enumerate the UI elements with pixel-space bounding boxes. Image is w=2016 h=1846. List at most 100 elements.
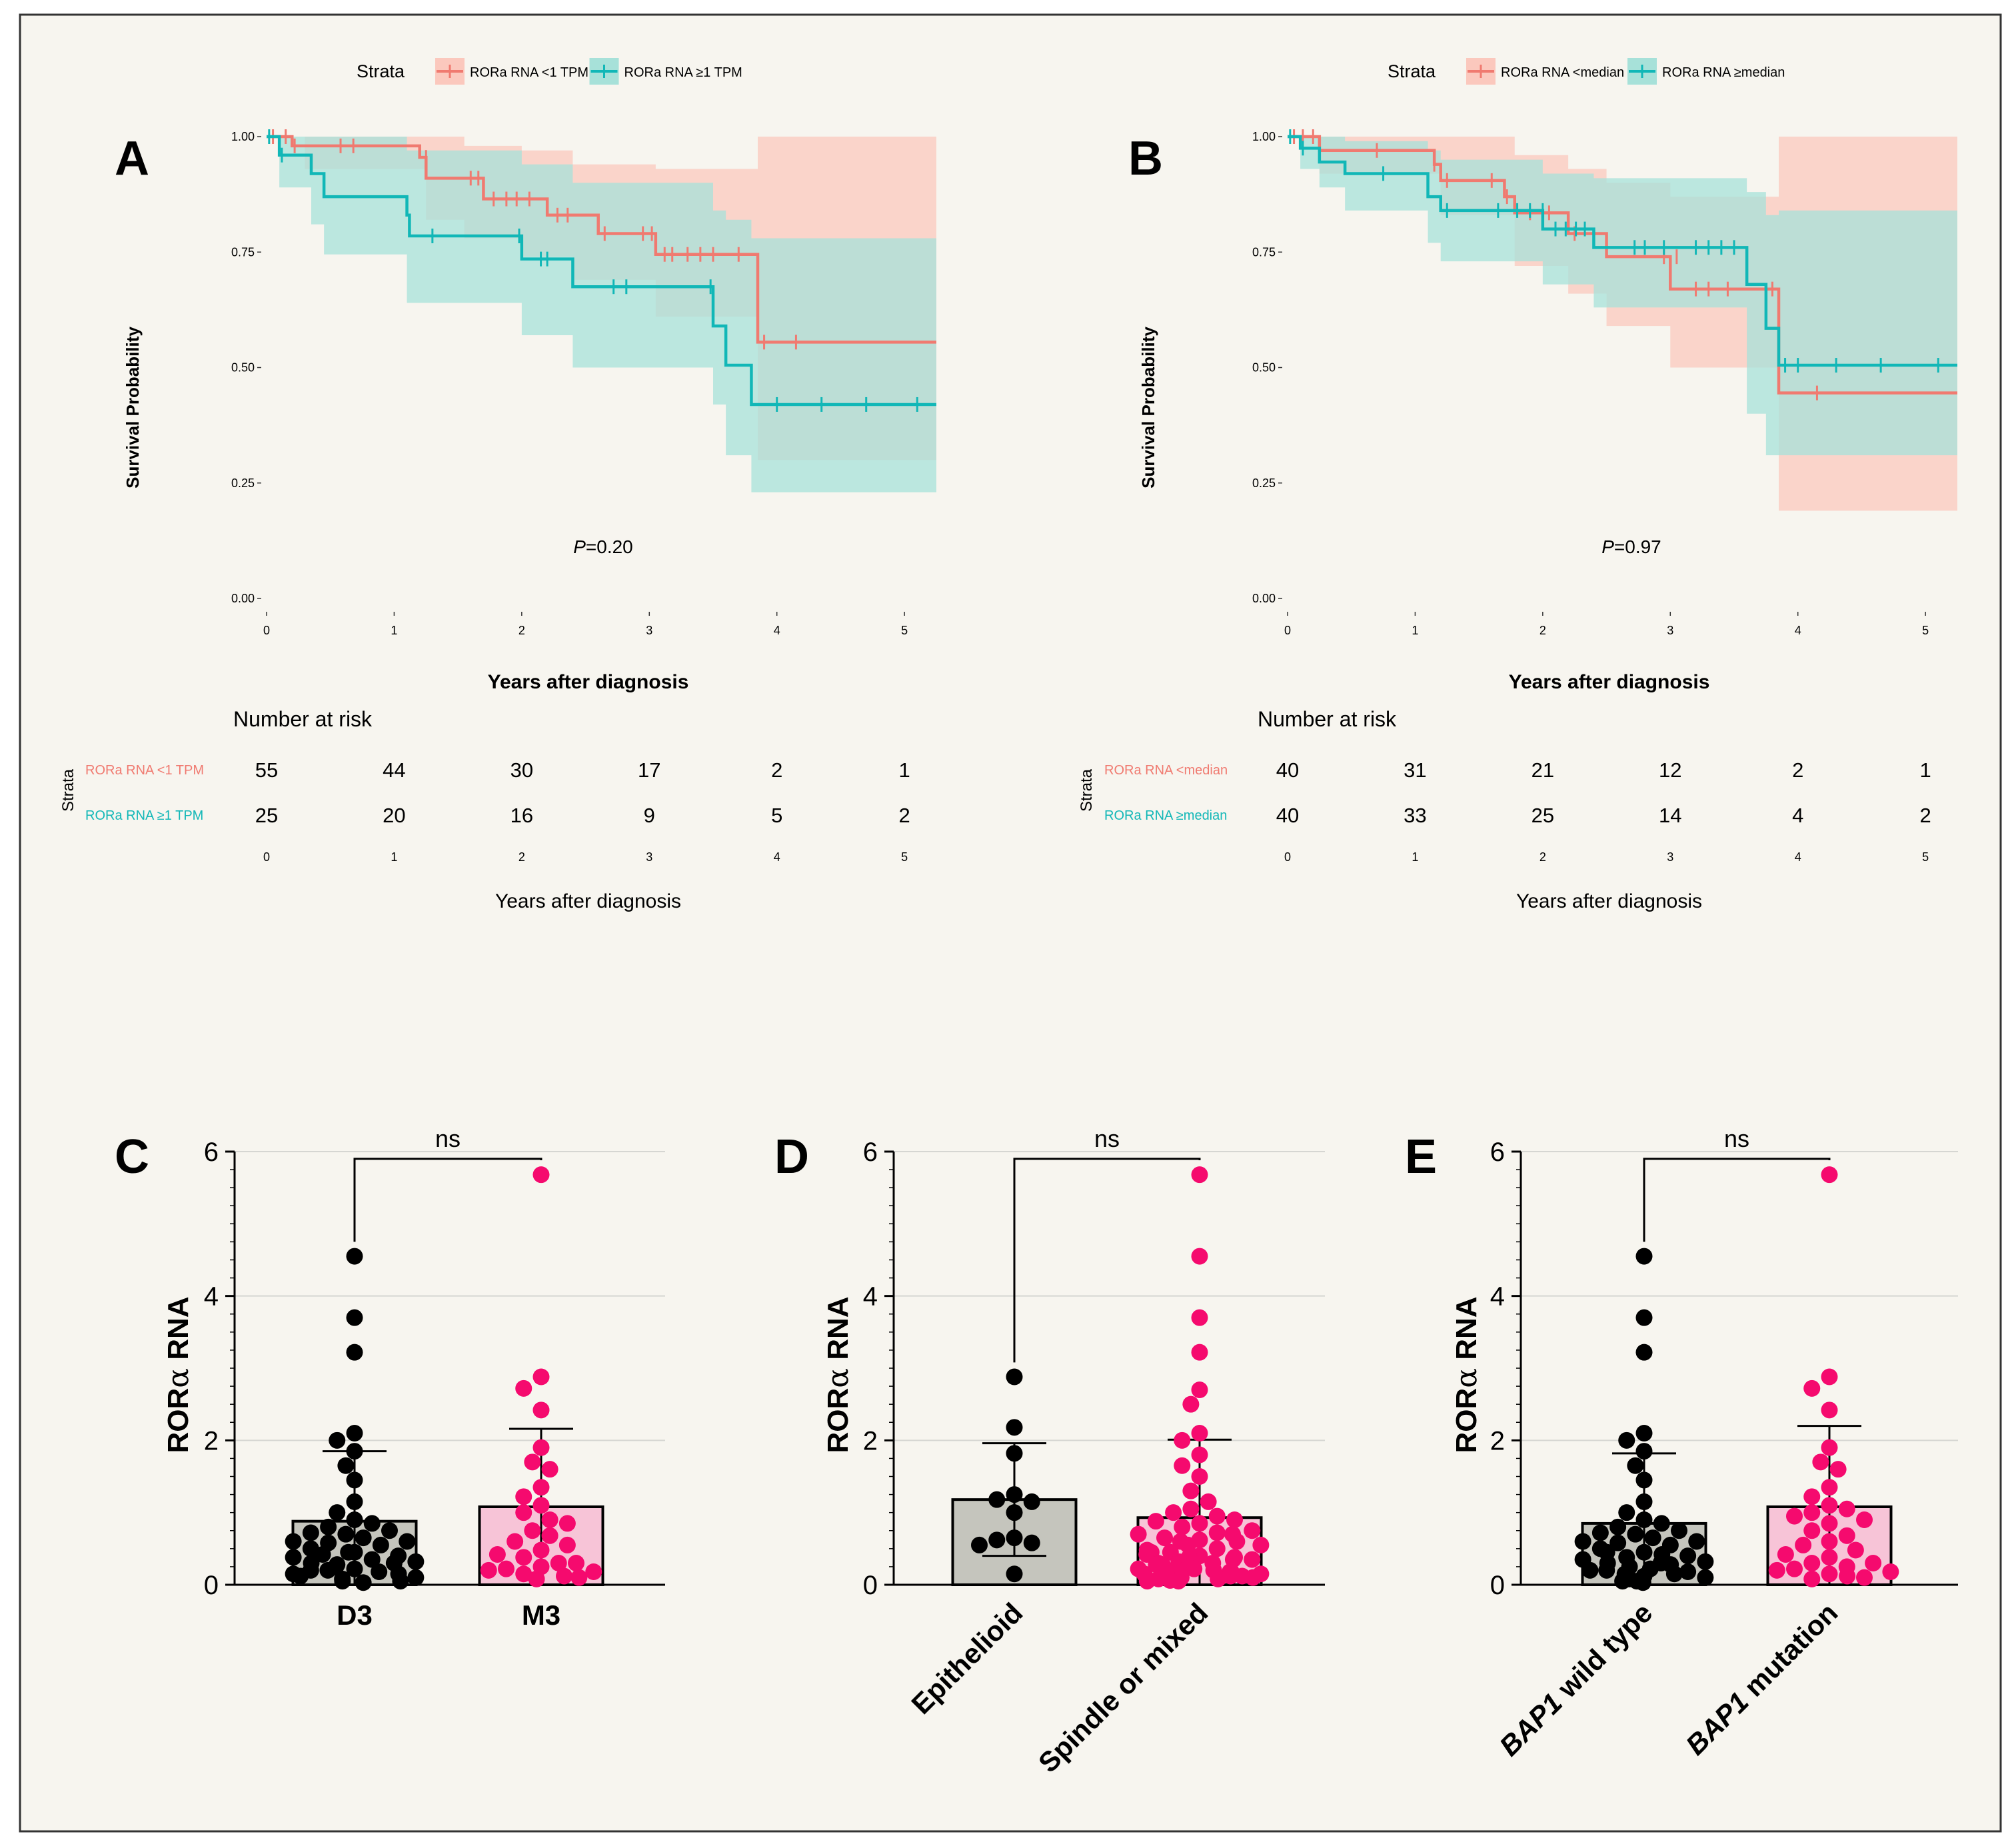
data-point [347,1471,363,1488]
data-point [528,1571,545,1587]
y-axis-title-prefix: ROR [162,1388,195,1453]
data-point [515,1488,532,1505]
data-point [1795,1537,1811,1553]
data-point [1006,1445,1023,1461]
data-point [498,1561,514,1577]
risk-x-tick-label: 5 [1922,850,1929,864]
data-point [1024,1493,1040,1510]
data-point [371,1563,387,1580]
data-point [542,1511,558,1528]
data-point [1821,1565,1838,1582]
data-point [1182,1483,1199,1499]
risk-count: 40 [1276,758,1299,782]
data-point [1174,1432,1190,1449]
data-point [559,1515,576,1531]
y-axis-title-suffix: RNA [822,1296,854,1368]
risk-count: 12 [1659,758,1681,782]
p-value-letter: P [573,536,586,557]
data-point [285,1533,302,1550]
risk-strata-label: Strata [1078,768,1096,812]
data-point [1192,1344,1208,1361]
risk-x-tick-label: 3 [1667,850,1673,864]
data-point [347,1310,363,1326]
y-tick-label: 0 [204,1571,219,1600]
risk-count: 25 [1531,804,1554,827]
data-point [506,1533,523,1550]
y-axis-title: Survival Probability [1138,327,1158,488]
risk-x-tick-label: 0 [263,850,270,864]
data-point [1882,1563,1899,1580]
data-point [1210,1571,1226,1587]
risk-count: 31 [1404,758,1426,782]
x-tick-label: 1 [391,624,397,637]
data-point [1839,1568,1855,1585]
risk-count: 21 [1531,758,1554,782]
risk-count: 2 [1920,804,1931,827]
y-axis-title: RORα RNA [161,1296,195,1453]
data-point [489,1546,506,1563]
data-point [1581,1562,1598,1579]
x-tick-label: 2 [518,624,525,637]
data-point [355,1529,372,1546]
p-value-number: =0.20 [586,536,633,557]
data-point [292,1568,309,1585]
y-tick-label: 2 [1490,1426,1505,1455]
data-point [515,1549,532,1565]
data-point [1786,1508,1803,1525]
significance-label: ns [1724,1125,1749,1152]
risk-x-tick-label: 2 [518,850,525,864]
risk-x-tick-label: 1 [1412,850,1418,864]
data-point [1821,1439,1838,1456]
y-tick-label: 4 [204,1282,219,1312]
data-point [533,1439,550,1456]
data-point [585,1563,602,1580]
data-point [1148,1513,1164,1529]
data-point [1653,1515,1670,1531]
y-axis-title-prefix: ROR [1450,1388,1483,1453]
y-tick-label: 0.50 [1252,361,1276,375]
data-point [1244,1569,1261,1586]
data-point [1666,1565,1683,1582]
data-point [1636,1511,1653,1528]
data-point [1636,1544,1653,1561]
data-point [1777,1546,1794,1563]
risk-count: 4 [1792,804,1803,827]
data-point [533,1479,550,1495]
risk-x-tick-label: 0 [1284,850,1291,864]
data-point [533,1166,550,1183]
data-point [1803,1571,1820,1587]
y-tick-label: 0.25 [1252,476,1276,490]
data-point [1821,1549,1838,1565]
data-point [1856,1511,1873,1528]
data-point [1627,1526,1643,1543]
data-point [337,1526,354,1543]
data-point [1174,1457,1190,1474]
data-point [533,1497,550,1513]
data-point [1192,1166,1208,1183]
p-value-number: =0.97 [1614,536,1661,557]
y-tick-label: 2 [863,1426,878,1455]
legend-entry-teal: RORa RNA ≥1 TPM [624,65,742,80]
data-point [1847,1542,1864,1559]
data-point [1830,1461,1847,1477]
y-tick-label: 4 [1490,1282,1505,1312]
risk-count: 2 [1792,758,1803,782]
y-axis-title-greek: α [161,1368,195,1388]
risk-count: 9 [644,804,655,827]
data-point [1192,1447,1208,1463]
data-point [364,1515,381,1531]
data-point [1865,1555,1881,1571]
p-value: P=0.97 [1601,536,1661,557]
data-point [320,1519,337,1535]
y-axis-title: RORα RNA [1450,1296,1484,1453]
y-tick-label: 6 [204,1138,219,1167]
legend-entry-red: RORa RNA <1 TPM [470,65,588,80]
data-point [407,1569,424,1586]
risk-x-tick-label: 2 [1539,850,1546,864]
data-point [1024,1535,1040,1551]
data-point [1803,1522,1820,1539]
risk-count: 1 [1920,758,1931,782]
data-point [1130,1526,1147,1543]
data-point [1192,1382,1208,1398]
data-point [533,1369,550,1385]
